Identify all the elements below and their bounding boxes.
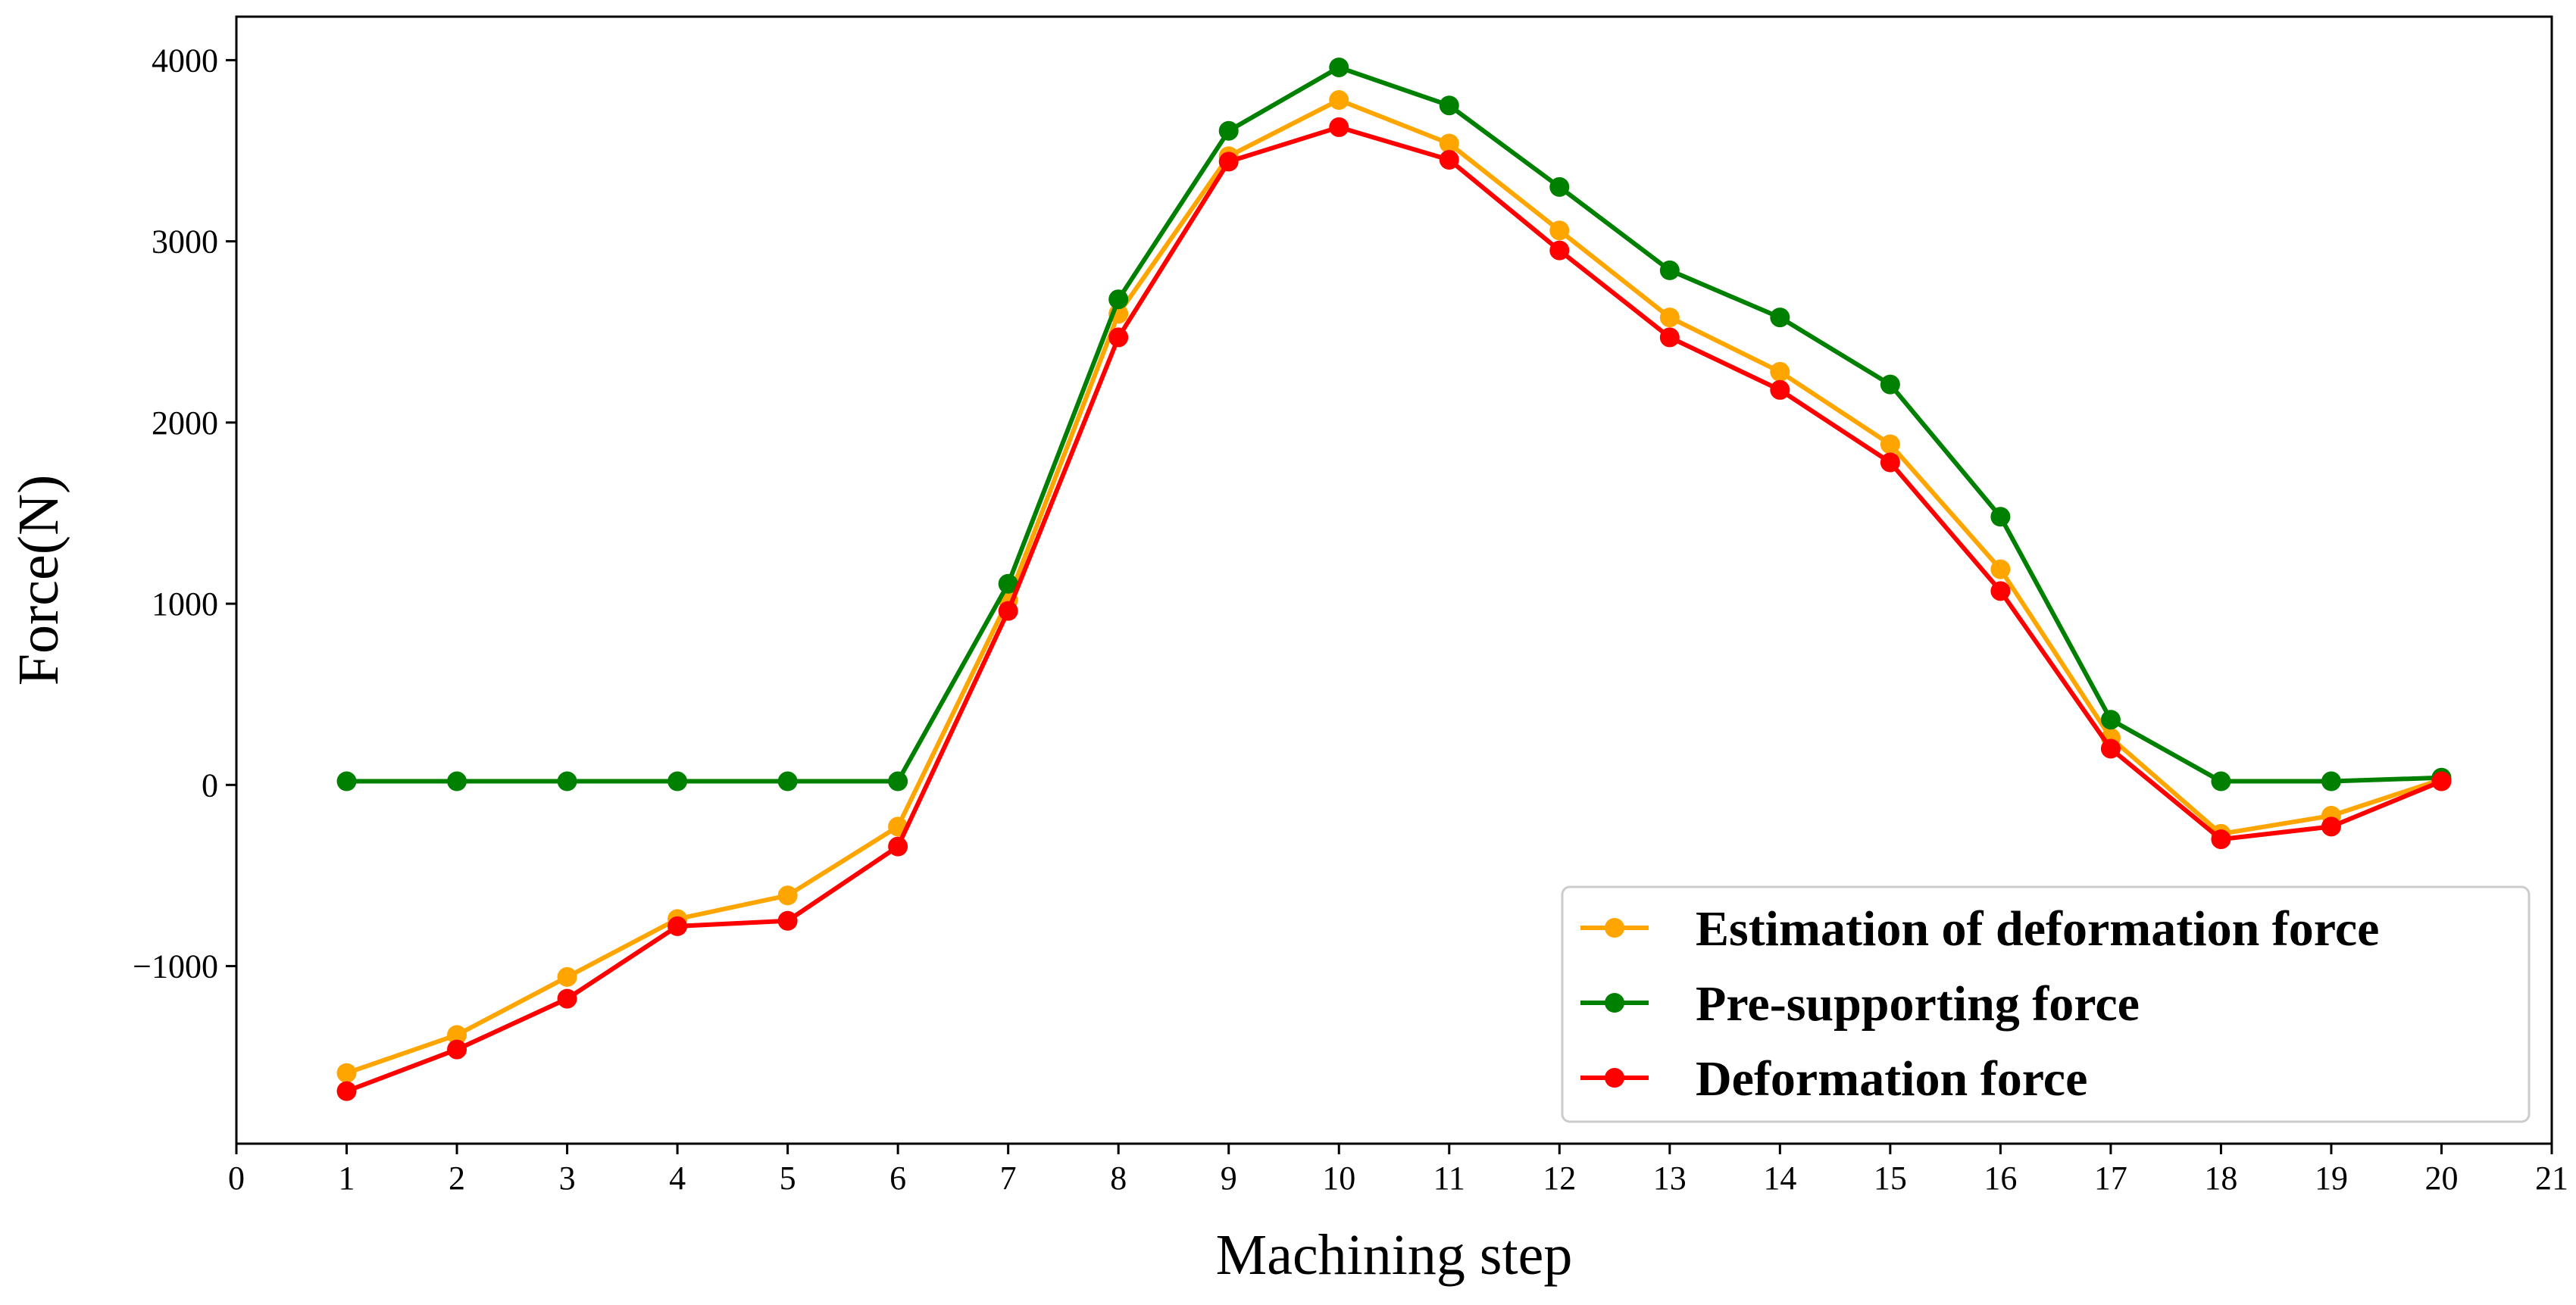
legend-label-0: Estimation of deformation force bbox=[1696, 901, 2379, 957]
point-s2-x7 bbox=[998, 601, 1018, 621]
x-tick-label-7: 7 bbox=[1000, 1160, 1017, 1197]
legend-label-1: Pre-supporting force bbox=[1696, 976, 2140, 1032]
x-tick-label-5: 5 bbox=[780, 1160, 796, 1197]
point-s2-x4 bbox=[667, 916, 688, 936]
point-s1-x8 bbox=[1108, 289, 1129, 310]
y-tick-label--1000: −1000 bbox=[133, 948, 218, 985]
point-s2-x13 bbox=[1659, 327, 1680, 348]
x-tick-label-10: 10 bbox=[1322, 1160, 1355, 1197]
point-s2-x11 bbox=[1439, 149, 1459, 170]
point-s1-x13 bbox=[1659, 260, 1680, 280]
point-s1-x12 bbox=[1549, 176, 1570, 197]
point-s1-x2 bbox=[447, 771, 467, 791]
plot-frame bbox=[235, 15, 2553, 1145]
point-s1-x15 bbox=[1880, 374, 1900, 395]
point-s1-x6 bbox=[888, 771, 908, 791]
point-s0-x15 bbox=[1880, 434, 1900, 454]
point-s2-x9 bbox=[1218, 151, 1239, 172]
legend: Estimation of deformation force Pre-suppo… bbox=[1561, 885, 2531, 1123]
series-layer bbox=[336, 57, 2452, 1101]
series-line-2 bbox=[345, 124, 2443, 1094]
x-tick-label-0: 0 bbox=[228, 1160, 245, 1197]
point-s1-x5 bbox=[777, 771, 798, 791]
y-axis: −1000 0 1000 2000 3000 4000 bbox=[133, 42, 236, 985]
y-axis-label: Force(N) bbox=[7, 475, 70, 686]
point-s0-x3 bbox=[557, 966, 577, 987]
legend-label-2: Deformation force bbox=[1696, 1051, 2087, 1107]
point-s0-x11 bbox=[1439, 133, 1459, 154]
x-tick-label-18: 18 bbox=[2204, 1160, 2237, 1197]
point-s0-x12 bbox=[1549, 220, 1570, 241]
point-s2-x10 bbox=[1329, 117, 1349, 137]
point-s2-x15 bbox=[1880, 452, 1900, 473]
point-s2-x2 bbox=[447, 1039, 467, 1060]
point-s1-x9 bbox=[1218, 120, 1239, 141]
x-tick-label-12: 12 bbox=[1543, 1160, 1576, 1197]
point-s2-x8 bbox=[1108, 327, 1129, 348]
point-s2-x18 bbox=[2211, 829, 2231, 850]
legend-box bbox=[1561, 885, 2531, 1123]
point-s0-x10 bbox=[1329, 90, 1349, 111]
x-tick-label-19: 19 bbox=[2315, 1160, 2348, 1197]
x-tick-label-14: 14 bbox=[1763, 1160, 1796, 1197]
point-s1-x17 bbox=[2100, 710, 2121, 730]
point-s2-x20 bbox=[2431, 771, 2452, 791]
point-s0-x13 bbox=[1659, 308, 1680, 328]
x-axis: 0 1 2 3 4 5 6 7 8 9 10 11 12 13 14 15 16 17 18 19 20 21 bbox=[228, 1144, 2568, 1197]
x-tick-label-11: 11 bbox=[1433, 1160, 1465, 1197]
y-tick-label-2000: 2000 bbox=[152, 404, 218, 442]
point-s1-x4 bbox=[667, 771, 688, 791]
legend-swatch-marker-2 bbox=[1605, 1068, 1624, 1088]
x-tick-label-13: 13 bbox=[1653, 1160, 1687, 1197]
y-tick-label-3000: 3000 bbox=[152, 223, 218, 261]
y-tick-label-1000: 1000 bbox=[152, 585, 218, 623]
x-tick-label-6: 6 bbox=[889, 1160, 906, 1197]
x-tick-label-17: 17 bbox=[2094, 1160, 2127, 1197]
x-tick-label-21: 21 bbox=[2535, 1160, 2568, 1197]
x-tick-label-3: 3 bbox=[559, 1160, 576, 1197]
legend-swatch-marker-0 bbox=[1605, 918, 1624, 938]
x-tick-label-2: 2 bbox=[449, 1160, 465, 1197]
x-axis-label: Machining step bbox=[1216, 1223, 1573, 1287]
point-s1-x1 bbox=[336, 771, 357, 791]
y-tick-label-0: 0 bbox=[202, 766, 218, 804]
point-s2-x16 bbox=[1990, 581, 2011, 601]
x-tick-label-16: 16 bbox=[1984, 1160, 2017, 1197]
point-s1-x14 bbox=[1770, 308, 1790, 328]
x-tick-label-8: 8 bbox=[1110, 1160, 1127, 1197]
point-s2-x3 bbox=[557, 988, 577, 1009]
point-s2-x17 bbox=[2100, 738, 2121, 759]
point-s1-x7 bbox=[998, 573, 1018, 594]
x-tick-label-20: 20 bbox=[2424, 1160, 2458, 1197]
point-s1-x19 bbox=[2321, 771, 2341, 791]
point-s1-x18 bbox=[2211, 771, 2231, 791]
x-tick-label-9: 9 bbox=[1221, 1160, 1237, 1197]
point-s1-x11 bbox=[1439, 95, 1459, 116]
point-s0-x14 bbox=[1770, 361, 1790, 382]
point-s2-x6 bbox=[888, 836, 908, 857]
point-s0-x2 bbox=[447, 1025, 467, 1045]
legend-swatch-marker-1 bbox=[1605, 993, 1624, 1013]
point-s2-x1 bbox=[336, 1081, 357, 1101]
point-s2-x14 bbox=[1770, 379, 1790, 400]
x-tick-label-4: 4 bbox=[669, 1160, 686, 1197]
series-line-0 bbox=[345, 98, 2443, 1076]
point-s1-x3 bbox=[557, 771, 577, 791]
series-line-1 bbox=[346, 64, 2442, 784]
point-s0-x5 bbox=[777, 885, 798, 906]
y-tick-label-4000: 4000 bbox=[152, 42, 218, 79]
point-s2-x12 bbox=[1549, 240, 1570, 261]
point-s2-x5 bbox=[777, 910, 798, 931]
x-tick-label-15: 15 bbox=[1874, 1160, 1907, 1197]
point-s1-x10 bbox=[1329, 57, 1349, 77]
point-s2-x19 bbox=[2321, 816, 2341, 837]
point-s0-x1 bbox=[336, 1063, 357, 1083]
point-s1-x16 bbox=[1990, 507, 2011, 527]
point-s0-x16 bbox=[1990, 559, 2011, 579]
x-tick-label-1: 1 bbox=[339, 1160, 355, 1197]
